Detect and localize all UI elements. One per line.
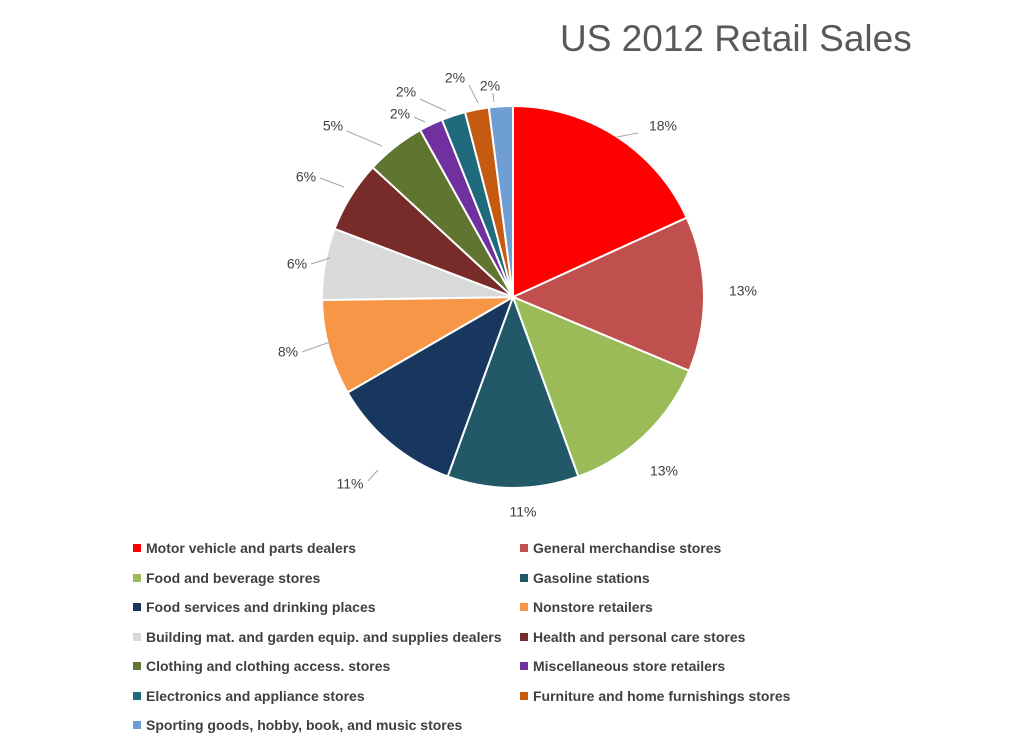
- pie-slice: [510, 216, 705, 373]
- legend-label: Building mat. and garden equip. and supp…: [146, 628, 502, 645]
- legend-swatch: [520, 662, 528, 670]
- legend-swatch: [133, 632, 141, 641]
- legend-label: Health and personal care stores: [533, 628, 746, 645]
- pie-slice: [511, 295, 691, 478]
- legend-label: Electronics and appliance stores: [146, 687, 365, 704]
- pie-slice: [321, 295, 517, 394]
- data-label: 2%: [390, 106, 410, 122]
- legend-label: Furniture and home furnishings stores: [533, 687, 791, 704]
- legend-item: Food services and drinking places: [133, 599, 376, 615]
- legend-swatch: [133, 691, 141, 700]
- pie-slice: [512, 104, 689, 299]
- leader-line: [616, 132, 639, 138]
- legend-item: Furniture and home furnishings stores: [520, 688, 790, 704]
- legend-label: Sporting goods, hobby, book, and music s…: [146, 717, 463, 733]
- leader-line: [367, 469, 379, 482]
- legend-label: Food and beverage stores: [146, 569, 321, 586]
- legend-label: Food services and drinking places: [146, 599, 376, 615]
- legend-item: Clothing and clothing access. stores: [133, 658, 390, 674]
- data-label: 13%: [650, 463, 678, 479]
- legend-swatch: [133, 662, 141, 670]
- legend-label: General merchandise stores: [533, 540, 722, 556]
- pie-slice: [346, 294, 515, 478]
- data-label: 6%: [287, 256, 307, 272]
- data-label: 11%: [510, 504, 537, 520]
- legend-swatch: [520, 544, 528, 552]
- data-label: 18%: [649, 118, 677, 134]
- legend-item: Gasoline stations: [520, 570, 650, 586]
- pie-slice: [446, 294, 580, 489]
- data-label: 5%: [323, 118, 343, 134]
- data-label: 8%: [278, 344, 298, 360]
- leader-line: [310, 257, 331, 265]
- legend-swatch: [133, 603, 141, 611]
- data-label: 13%: [729, 283, 757, 299]
- legend-item: Building mat. and garden equip. and supp…: [133, 629, 502, 645]
- chart-title: US 2012 Retail Sales: [560, 18, 912, 59]
- leader-line: [492, 92, 495, 103]
- legend-item: Food and beverage stores: [133, 570, 320, 586]
- data-label: 2%: [396, 84, 416, 100]
- data-label: 2%: [480, 78, 500, 94]
- legend-item: Electronics and appliance stores: [133, 688, 365, 704]
- leader-line: [319, 177, 345, 188]
- leader-line: [468, 84, 479, 104]
- legend-label: Gasoline stations: [533, 569, 650, 586]
- legend-swatch: [133, 573, 141, 582]
- data-label: 2%: [445, 70, 465, 86]
- leader-line: [301, 341, 331, 353]
- legend-item: Sporting goods, hobby, book, and music s…: [133, 717, 462, 733]
- legend-swatch: [520, 691, 528, 700]
- legend-swatch: [520, 603, 528, 611]
- legend-label: Clothing and clothing access. stores: [146, 658, 391, 674]
- leader-line: [413, 116, 426, 123]
- legend-swatch: [133, 721, 141, 729]
- data-label: 6%: [296, 169, 316, 185]
- legend-item: General merchandise stores: [520, 540, 721, 556]
- legend-label: Motor vehicle and parts dealers: [146, 540, 357, 556]
- pie-chart: 18% 13% 13% 11% 11% 8% 6% 6% 5% 2% 2% 2% 2%: [278, 70, 757, 520]
- legend-item: Motor vehicle and parts dealers: [133, 540, 356, 556]
- legend-label: Miscellaneous store retailers: [533, 658, 726, 674]
- legend-item: Miscellaneous store retailers: [520, 658, 725, 674]
- leader-line: [419, 98, 447, 112]
- leader-line: [346, 130, 383, 147]
- legend-item: Nonstore retailers: [520, 599, 653, 615]
- legend-swatch: [520, 573, 528, 582]
- legend-swatch: [133, 544, 141, 552]
- legend-item: Health and personal care stores: [520, 629, 745, 645]
- data-label: 11%: [337, 476, 364, 492]
- legend-swatch: [520, 632, 528, 641]
- legend-label: Nonstore retailers: [533, 599, 653, 615]
- pie-slice: [487, 104, 514, 298]
